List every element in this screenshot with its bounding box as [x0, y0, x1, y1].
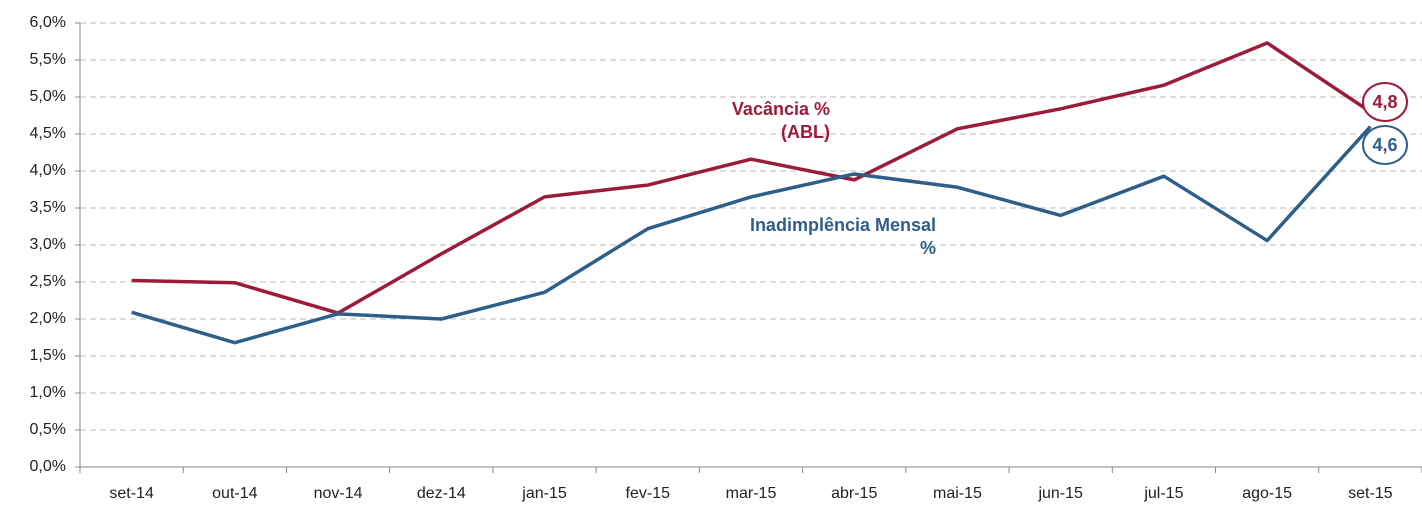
value-label: 4,8 — [1372, 92, 1397, 112]
x-tick-label: set-14 — [109, 485, 154, 502]
series-line — [131, 125, 1372, 345]
y-tick-label: 0,0% — [30, 458, 66, 475]
x-tick-label: fev-15 — [626, 485, 671, 502]
y-tick-label: 2,5% — [30, 273, 66, 290]
y-tick-label: 4,5% — [30, 125, 66, 142]
y-tick-label: 1,0% — [30, 384, 66, 401]
x-tick-label: set-15 — [1348, 485, 1393, 502]
y-tick-label: 2,0% — [30, 310, 66, 327]
series-name: Inadimplência Mensal % — [749, 215, 936, 258]
y-tick-label: 5,5% — [30, 51, 66, 68]
x-tick-label: jun-15 — [1037, 485, 1083, 502]
value-label: 4,6 — [1372, 135, 1397, 155]
y-tick-label: 3,0% — [30, 236, 66, 253]
y-tick-label: 0,5% — [30, 421, 66, 438]
y-tick-label: 5,0% — [30, 88, 66, 105]
value-label-badge — [1362, 82, 1408, 122]
y-tick-label: 3,5% — [30, 199, 66, 216]
x-tick-label: ago-15 — [1242, 485, 1292, 502]
x-tick-label: mai-15 — [933, 485, 982, 502]
series-label: Vacância % (ABL) — [731, 99, 830, 142]
y-tick-label: 1,5% — [30, 347, 66, 364]
x-tick-label: jan-15 — [521, 485, 567, 502]
x-tick-label: out-14 — [212, 485, 257, 502]
x-tick-label: nov-14 — [314, 485, 363, 502]
y-tick-label: 4,0% — [30, 162, 66, 179]
series-name: Vacância % (ABL) — [731, 99, 830, 142]
y-tick-label: 6,0% — [30, 14, 66, 31]
x-tick-label: mar-15 — [726, 485, 777, 502]
x-tick-label: abr-15 — [831, 485, 877, 502]
value-label-badge — [1362, 125, 1408, 165]
x-tick-label: dez-14 — [417, 485, 466, 502]
series-label: Inadimplência Mensal % — [749, 215, 936, 258]
series-line — [131, 41, 1372, 315]
x-tick-label: jul-15 — [1143, 485, 1183, 502]
